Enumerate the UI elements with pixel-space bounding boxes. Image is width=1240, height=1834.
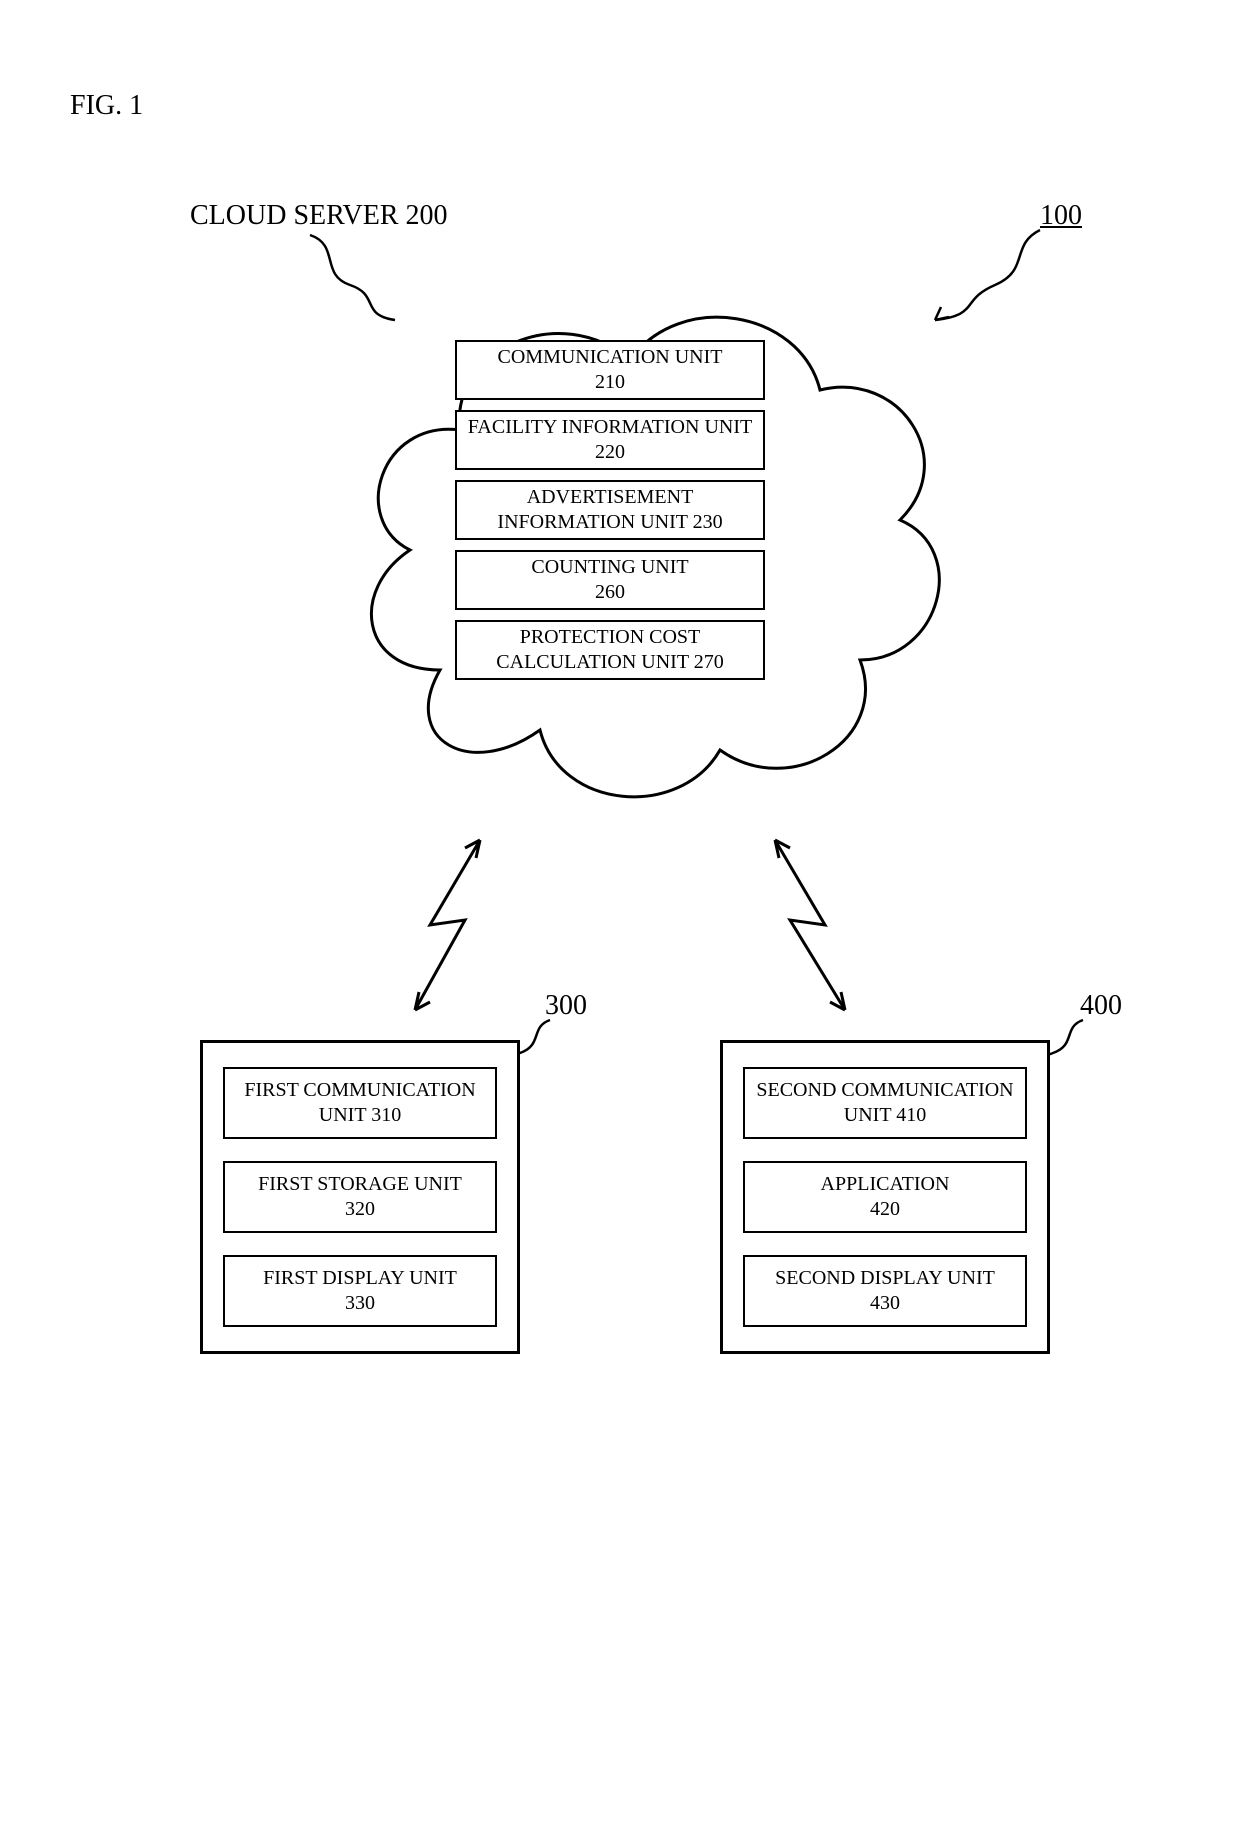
- device-left-unit-communication: FIRST COMMUNICATION UNIT 310: [223, 1067, 497, 1139]
- cloud-unit-facility-info: FACILITY INFORMATION UNIT 220: [455, 410, 765, 470]
- device-left: FIRST COMMUNICATION UNIT 310 FIRST STORA…: [200, 1040, 520, 1354]
- wireless-link-icon: [755, 830, 865, 1020]
- cloud-unit-counting: COUNTING UNIT 260: [455, 550, 765, 610]
- cloud-unit-advertisement-info: ADVERTISEMENT INFORMATION UNIT 230: [455, 480, 765, 540]
- unit-line: PROTECTION COST: [520, 625, 701, 650]
- cloud-server: [320, 240, 960, 840]
- unit-line: 330: [345, 1291, 375, 1316]
- unit-line: CALCULATION UNIT 270: [496, 650, 723, 675]
- cloud-unit-protection-cost: PROTECTION COST CALCULATION UNIT 270: [455, 620, 765, 680]
- unit-line: SECOND DISPLAY UNIT: [775, 1266, 995, 1291]
- device-right: SECOND COMMUNICATION UNIT 410 APPLICATIO…: [720, 1040, 1050, 1354]
- figure-label: FIG. 1: [70, 90, 143, 122]
- unit-line: ADVERTISEMENT: [527, 485, 694, 510]
- unit-line: UNIT 310: [319, 1103, 401, 1128]
- unit-line: UNIT 410: [844, 1103, 926, 1128]
- unit-line: INFORMATION UNIT 230: [497, 510, 722, 535]
- cloud-server-label: CLOUD SERVER 200: [190, 200, 448, 232]
- device-right-unit-application: APPLICATION 420: [743, 1161, 1027, 1233]
- unit-line: 260: [595, 580, 625, 605]
- unit-line: FACILITY INFORMATION UNIT: [468, 415, 752, 440]
- device-left-unit-storage: FIRST STORAGE UNIT 320: [223, 1161, 497, 1233]
- unit-line: 210: [595, 370, 625, 395]
- unit-line: FIRST COMMUNICATION: [244, 1078, 475, 1103]
- unit-line: 430: [870, 1291, 900, 1316]
- unit-line: APPLICATION: [821, 1172, 950, 1197]
- device-right-unit-display: SECOND DISPLAY UNIT 430: [743, 1255, 1027, 1327]
- unit-line: 320: [345, 1197, 375, 1222]
- unit-line: FIRST STORAGE UNIT: [258, 1172, 462, 1197]
- wireless-link-icon: [395, 830, 505, 1020]
- unit-line: 220: [595, 440, 625, 465]
- cloud-unit-communication: COMMUNICATION UNIT 210: [455, 340, 765, 400]
- device-left-unit-display: FIRST DISPLAY UNIT 330: [223, 1255, 497, 1327]
- unit-line: 420: [870, 1197, 900, 1222]
- unit-line: SECOND COMMUNICATION: [756, 1078, 1013, 1103]
- unit-line: FIRST DISPLAY UNIT: [263, 1266, 457, 1291]
- unit-line: COMMUNICATION UNIT: [498, 345, 723, 370]
- unit-line: COUNTING UNIT: [531, 555, 688, 580]
- device-right-unit-communication: SECOND COMMUNICATION UNIT 410: [743, 1067, 1027, 1139]
